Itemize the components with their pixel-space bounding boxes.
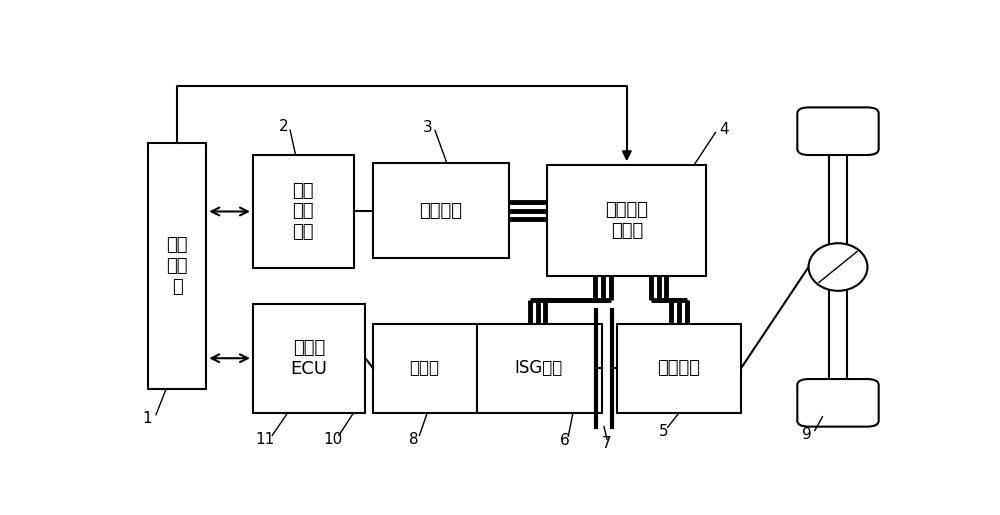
Bar <box>617 323 741 413</box>
Text: 电池
管理
系统: 电池 管理 系统 <box>292 182 314 242</box>
Text: 3: 3 <box>422 119 432 135</box>
Ellipse shape <box>809 243 867 291</box>
Text: 11: 11 <box>255 432 274 447</box>
Text: 2: 2 <box>279 119 289 134</box>
Text: 8: 8 <box>409 432 419 447</box>
Text: 4: 4 <box>719 122 729 136</box>
Bar <box>547 165 706 276</box>
FancyBboxPatch shape <box>797 379 879 426</box>
Text: 发动机
ECU: 发动机 ECU <box>291 339 328 377</box>
Text: 1: 1 <box>142 411 152 426</box>
Bar <box>253 155 354 268</box>
Text: 动力电池: 动力电池 <box>419 201 462 219</box>
Bar <box>253 304 365 413</box>
Text: 整车
控制
器: 整车 控制 器 <box>167 236 188 296</box>
FancyBboxPatch shape <box>797 108 879 155</box>
Text: 6: 6 <box>560 433 569 448</box>
Text: 5: 5 <box>659 424 668 439</box>
Text: 9: 9 <box>802 427 812 442</box>
Text: 驱动电机: 驱动电机 <box>658 359 701 377</box>
Bar <box>373 163 509 258</box>
Bar <box>373 323 602 413</box>
Bar <box>148 143 206 389</box>
Text: ISG电机: ISG电机 <box>515 359 563 377</box>
Text: 集成电机
控制器: 集成电机 控制器 <box>605 201 648 240</box>
Text: 10: 10 <box>323 432 342 447</box>
Text: 7: 7 <box>602 436 612 451</box>
Text: 发动机: 发动机 <box>409 359 439 377</box>
